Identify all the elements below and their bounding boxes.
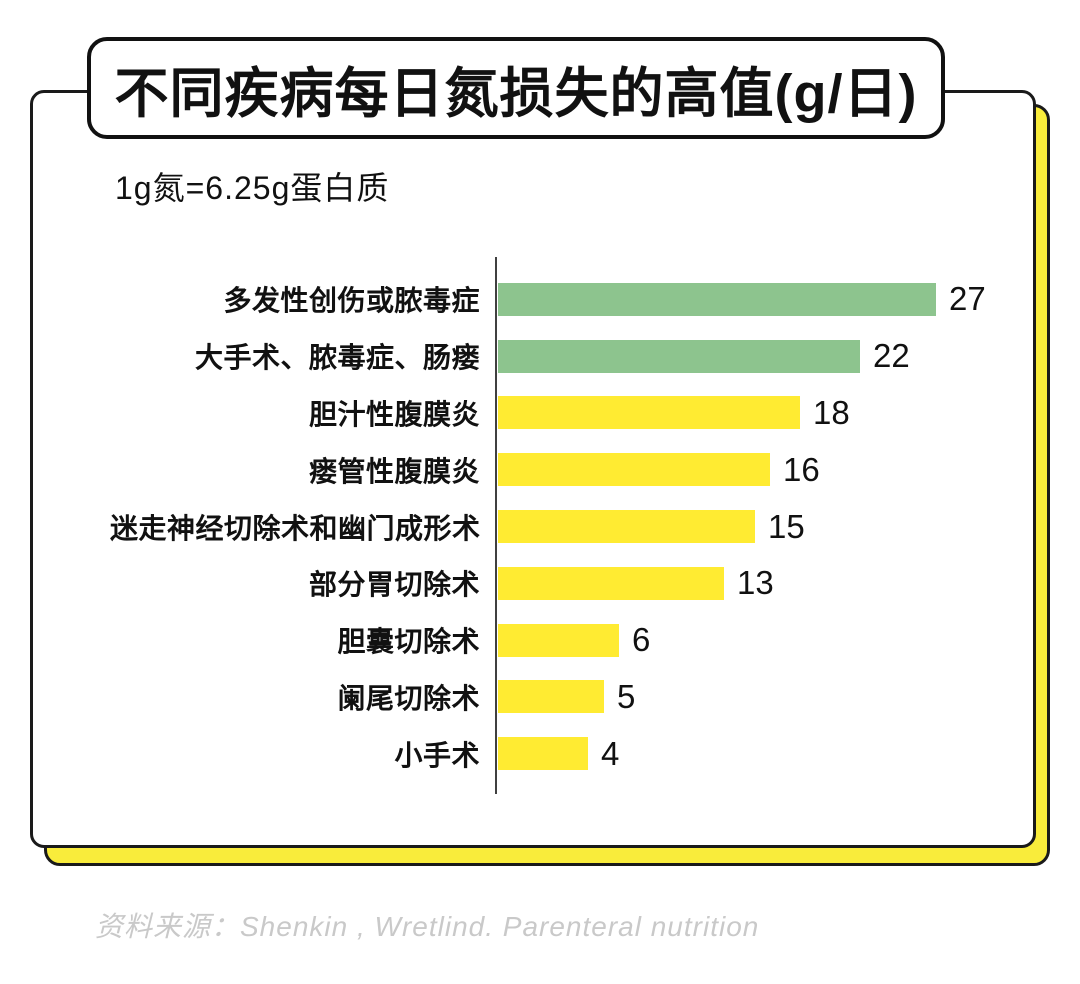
chart-row: 阑尾切除术 5	[110, 669, 1050, 726]
bar-value: 5	[617, 677, 636, 715]
bar-label: 部分胃切除术	[308, 569, 480, 601]
bar	[498, 623, 619, 657]
bar	[498, 680, 604, 714]
bar-label: 迷走神经切除术和幽门成形术	[110, 512, 481, 544]
bar-label: 小手术	[394, 739, 480, 771]
chart-rows: 多发性创伤或脓毒症 27 大手术、脓毒症、肠瘘 22 胆汁性腹膜炎 18 瘘管性…	[110, 271, 1050, 782]
bar-label: 多发性创伤或脓毒症	[223, 285, 480, 317]
bar-label: 瘘管性腹膜炎	[308, 455, 480, 487]
chart-row: 小手术 4	[110, 725, 1050, 782]
bar-label: 阑尾切除术	[337, 682, 480, 714]
chart-row: 多发性创伤或脓毒症 27	[110, 271, 1050, 328]
bar-value: 13	[737, 564, 774, 602]
bar	[498, 453, 770, 487]
source-note: 资料来源：Shenkin , Wretlind. Parenteral nutr…	[95, 911, 760, 942]
chart-title: 不同疾病每日氮损失的高值(g/日)	[114, 63, 918, 124]
chart-row: 大手术、脓毒症、肠瘘 22	[110, 328, 1050, 385]
bar	[498, 566, 724, 600]
bar-value: 16	[783, 450, 820, 488]
y-axis-line	[495, 257, 497, 794]
bar-value: 22	[873, 337, 910, 375]
bar	[498, 339, 860, 373]
bar	[498, 396, 800, 430]
bar-label: 胆汁性腹膜炎	[308, 398, 480, 430]
chart-title-box: 不同疾病每日氮损失的高值(g/日)	[87, 37, 945, 139]
chart-row: 部分胃切除术 13	[110, 555, 1050, 612]
bar-value: 18	[813, 393, 850, 431]
chart-row: 胆汁性腹膜炎 18	[110, 385, 1050, 442]
bar-value: 6	[632, 621, 651, 659]
bar	[498, 737, 588, 771]
chart-row: 瘘管性腹膜炎 16	[110, 441, 1050, 498]
chart-row: 迷走神经切除术和幽门成形术 15	[110, 498, 1050, 555]
bar-label: 大手术、脓毒症、肠瘘	[194, 342, 480, 374]
bar-value: 27	[949, 280, 986, 318]
bar	[498, 510, 755, 544]
chart-row: 胆囊切除术 6	[110, 612, 1050, 669]
bar-value: 4	[601, 734, 620, 772]
chart-subtitle: 1g氮=6.25g蛋白质	[115, 170, 390, 206]
bar-value: 15	[768, 507, 805, 545]
bar	[498, 282, 936, 316]
bar-label: 胆囊切除术	[337, 626, 480, 658]
